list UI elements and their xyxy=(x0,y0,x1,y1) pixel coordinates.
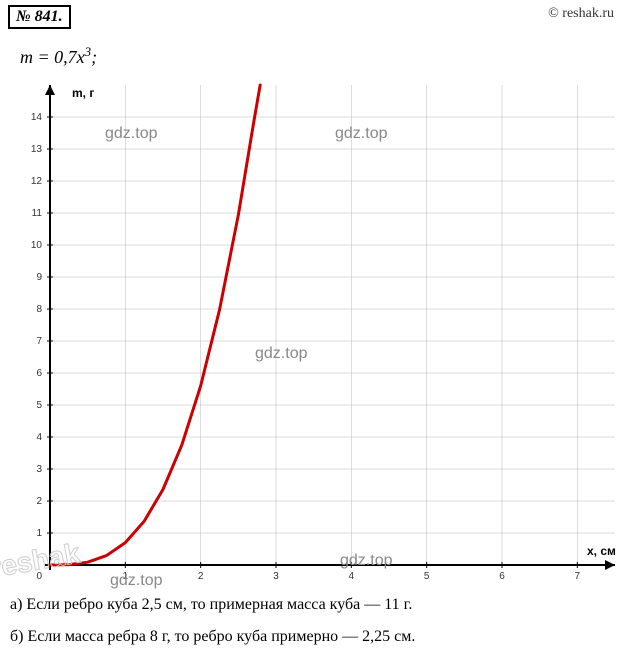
chart-container: 12345671234567891011121314m, гx, см0 xyxy=(8,75,623,585)
formula: m = 0,7x3; xyxy=(20,44,97,68)
svg-text:8: 8 xyxy=(36,304,42,315)
source-attribution: © reshak.ru xyxy=(548,6,614,22)
svg-text:m, г: m, г xyxy=(72,86,94,100)
svg-text:1: 1 xyxy=(123,571,129,582)
svg-text:1: 1 xyxy=(36,528,42,539)
svg-text:5: 5 xyxy=(36,400,42,411)
svg-text:7: 7 xyxy=(575,571,581,582)
formula-suffix: ; xyxy=(91,47,97,67)
formula-lhs: m xyxy=(20,47,33,67)
answer-b: б) Если масса ребра 8 г, то ребро куба п… xyxy=(10,628,415,646)
svg-text:3: 3 xyxy=(36,464,42,475)
svg-text:6: 6 xyxy=(499,571,505,582)
svg-text:4: 4 xyxy=(36,432,42,443)
svg-text:7: 7 xyxy=(36,336,42,347)
svg-text:4: 4 xyxy=(349,571,355,582)
formula-coeff: 0,7 xyxy=(54,47,77,67)
answer-a: а) Если ребро куба 2,5 см, то примерная … xyxy=(10,596,412,614)
svg-text:5: 5 xyxy=(424,571,430,582)
formula-var: x xyxy=(77,47,85,67)
problem-number: № 841. xyxy=(8,5,71,29)
svg-text:2: 2 xyxy=(36,496,42,507)
svg-text:11: 11 xyxy=(32,208,43,219)
svg-text:6: 6 xyxy=(36,368,42,379)
formula-eq: = xyxy=(33,47,54,67)
svg-text:10: 10 xyxy=(31,240,43,251)
svg-text:3: 3 xyxy=(273,571,279,582)
svg-text:13: 13 xyxy=(31,144,43,155)
chart-svg: 12345671234567891011121314m, гx, см0 xyxy=(8,75,623,585)
svg-text:x, см: x, см xyxy=(587,544,616,558)
svg-text:12: 12 xyxy=(31,176,43,187)
svg-text:14: 14 xyxy=(31,112,43,123)
svg-text:9: 9 xyxy=(36,272,42,283)
svg-text:0: 0 xyxy=(36,571,42,582)
svg-text:2: 2 xyxy=(198,571,204,582)
